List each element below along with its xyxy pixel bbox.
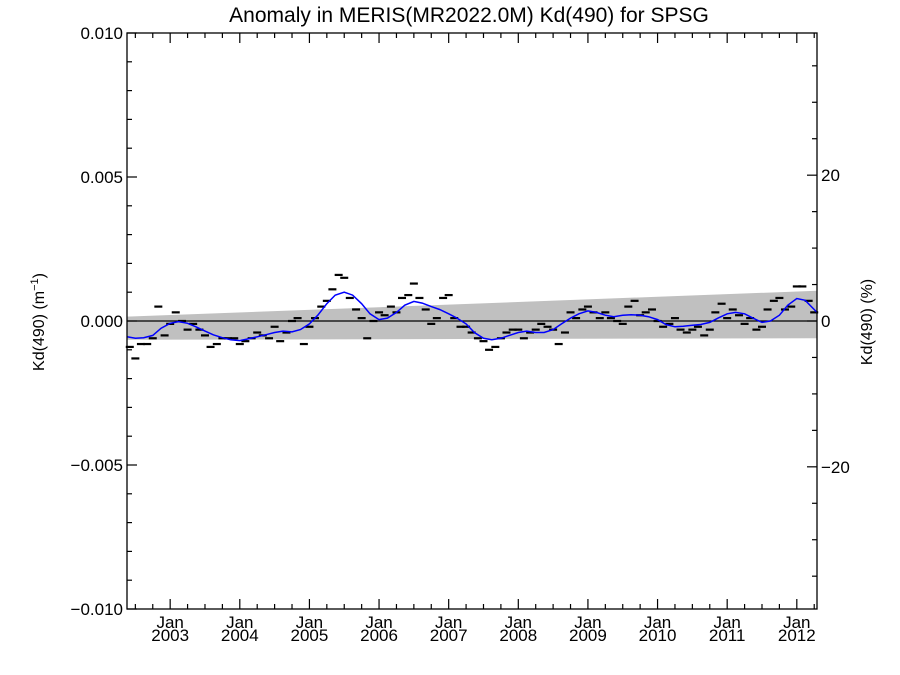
y-tick-label: 0.010 (80, 24, 123, 43)
y-tick-label: −0.005 (71, 456, 123, 475)
x-tick-month-label: Jan (156, 613, 183, 632)
y-axis-right-label: Kd(490) (%) (859, 279, 876, 365)
chart-title: Anomaly in MERIS(MR2022.0M) Kd(490) for … (229, 4, 709, 27)
trend-confidence-band (127, 290, 817, 340)
x-tick-month-label: Jan (505, 613, 532, 632)
y-tick-label: 0.005 (80, 168, 123, 187)
x-tick-month-label: Jan (296, 613, 323, 632)
x-tick-month-label: Jan (574, 613, 601, 632)
y-right-tick-label: −20 (821, 458, 850, 477)
y-tick-label: 0.000 (80, 312, 123, 331)
x-tick-year-label: 2009 (569, 626, 607, 645)
plot-area (125, 273, 819, 360)
y-axis-right: −20 0 20 (807, 65, 850, 577)
x-tick-month-label: Jan (783, 613, 810, 632)
y-tick-label: −0.010 (71, 600, 123, 619)
x-tick-year-label: 2005 (291, 626, 329, 645)
smoothed-series-line (126, 291, 818, 342)
x-tick-month-label: Jan (713, 613, 740, 632)
x-tick-year-label: 2011 (709, 626, 746, 645)
x-tick-year-label: 2007 (430, 626, 468, 645)
x-tick-year-label: 2012 (778, 626, 816, 645)
y-axis-left-label: Kd(490) (m−1) (29, 273, 48, 371)
x-tick-year-label: 2008 (499, 626, 537, 645)
x-tick-year-label: 2003 (151, 626, 189, 645)
y-right-tick-label: 20 (821, 166, 840, 185)
x-tick-year-label: 2006 (360, 626, 398, 645)
x-tick-month-label: Jan (365, 613, 392, 632)
y-axis-left: −0.010 −0.005 0.000 0.005 0.010 (71, 24, 137, 619)
x-tick-year-label: 2004 (221, 626, 259, 645)
x-axis: Jan2003Jan2004Jan2005Jan2006Jan2007Jan20… (134, 33, 816, 645)
x-tick-year-label: 2010 (639, 626, 677, 645)
x-tick-month-label: Jan (644, 613, 671, 632)
y-right-tick-label: 0 (821, 312, 830, 331)
x-tick-month-label: Jan (435, 613, 462, 632)
x-tick-month-label: Jan (226, 613, 253, 632)
